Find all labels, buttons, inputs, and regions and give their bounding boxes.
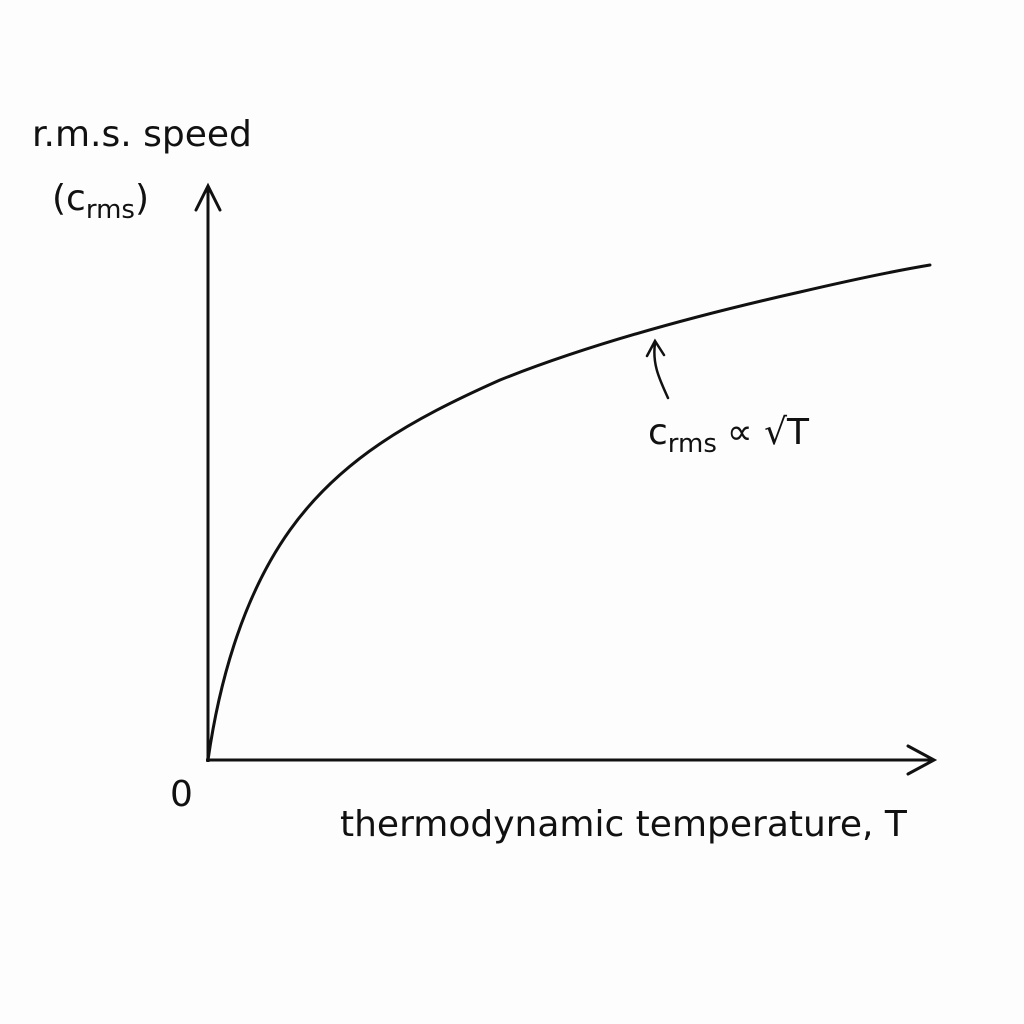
origin-label: 0 <box>170 774 193 815</box>
annotation-relation: ∝ √T <box>727 412 810 453</box>
curve <box>206 263 932 762</box>
annotation-arrow <box>653 341 670 400</box>
x-axis-label: thermodynamic temperature, T <box>340 804 908 845</box>
annotation-subscript: rms <box>668 429 717 459</box>
annotation: crms ∝ √T <box>648 412 810 459</box>
y-axis-label: r.m.s. speed <box>32 114 252 155</box>
y-axis-arrow <box>194 182 222 212</box>
annotation-arrowhead <box>645 338 666 358</box>
symbol-close: ) <box>135 178 149 219</box>
symbol-open: (c <box>52 178 86 219</box>
annotation-symbol: c <box>648 412 668 453</box>
symbol-subscript: rms <box>86 195 135 225</box>
x-axis-arrow <box>906 744 938 776</box>
y-axis-symbol: (crms) <box>52 178 149 225</box>
